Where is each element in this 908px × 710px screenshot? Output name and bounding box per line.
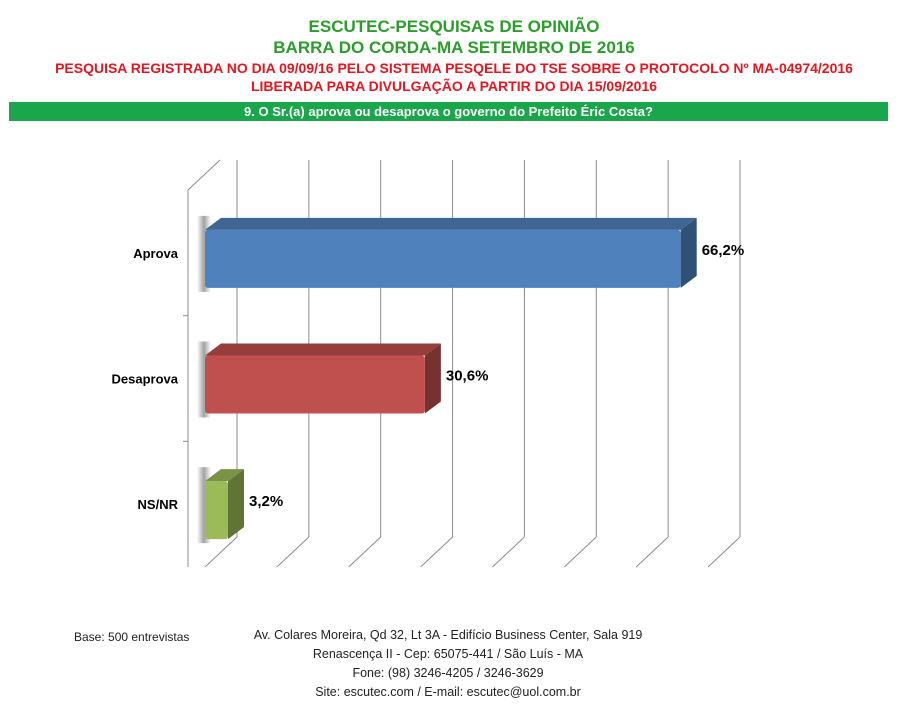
gridline-floor (492, 536, 525, 568)
gridline-floor (348, 536, 382, 568)
bar-side (680, 217, 697, 288)
category-label: Desaprova (112, 372, 179, 387)
gridline-floor (563, 536, 597, 568)
bar-top (205, 217, 697, 230)
gridline-floor (707, 536, 741, 568)
bar-top (205, 469, 244, 482)
axis-top-diagonal (187, 159, 221, 191)
release-notice: LIBERADA PARA DIVULGAÇÃO A PARTIR DO DIA… (250, 78, 658, 94)
chart-labels: Aprova 66,2% Desaprova 30,6% NS/NR 3,2% (112, 242, 745, 512)
report-subtitle: BARRA DO CORDA-MA SETEMBRO DE 2016 (273, 38, 635, 57)
gridline-floor (276, 536, 310, 568)
report-title: ESCUTEC-PESQUISAS DE OPINIÃO (308, 17, 600, 36)
contact-line: Site: escutec.com / E-mail: escutec@uol.… (315, 685, 581, 699)
sample-base-note: Base: 500 entrevistas (74, 630, 190, 644)
bar-top (205, 343, 441, 356)
data-label: 3,2% (249, 493, 283, 510)
bar-side (227, 469, 244, 540)
phone-line: Fone: (98) 3246-4205 / 3246-3629 (352, 666, 544, 680)
registration-notice: PESQUISA REGISTRADA NO DIA 09/09/16 PELO… (55, 60, 853, 76)
gridline-floor (420, 536, 453, 568)
gridline-floor (635, 536, 669, 568)
address-line: Renascença II - Cep: 65075-441 / São Luí… (312, 647, 584, 661)
bar-front (205, 481, 228, 540)
chart-axis (183, 159, 221, 567)
gridline-floor (204, 536, 238, 568)
category-label: NS/NR (138, 497, 179, 512)
footer-address: Av. Colares Moreira, Qd 32, Lt 3A - Edif… (208, 626, 688, 702)
category-label: Aprova (133, 246, 179, 261)
chart-bars (197, 215, 697, 544)
address-line: Av. Colares Moreira, Qd 32, Lt 3A - Edif… (253, 628, 643, 642)
bar-chart: Aprova 66,2% Desaprova 30,6% NS/NR 3,2% (112, 159, 745, 568)
data-label: 30,6% (446, 368, 489, 385)
bar-front (205, 355, 425, 414)
question-banner: 9. O Sr.(a) aprova ou desaprova o govern… (9, 102, 888, 121)
bar-front (205, 229, 681, 288)
data-label: 66,2% (702, 242, 745, 259)
bar-side (424, 343, 441, 414)
